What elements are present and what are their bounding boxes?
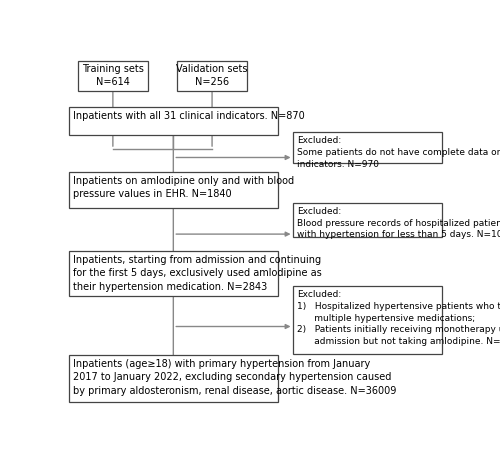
Text: Excluded:
Some patients do not have complete data on 31
indicators. N=970: Excluded: Some patients do not have comp… xyxy=(298,136,500,168)
Text: Inpatients with all 31 clinical indicators. N=870: Inpatients with all 31 clinical indicato… xyxy=(72,111,304,121)
FancyBboxPatch shape xyxy=(68,355,278,402)
FancyBboxPatch shape xyxy=(68,172,278,207)
Text: Excluded:
Blood pressure records of hospitalized patients
with hypertension for : Excluded: Blood pressure records of hosp… xyxy=(298,207,500,240)
FancyBboxPatch shape xyxy=(68,107,278,135)
FancyBboxPatch shape xyxy=(294,132,442,163)
Text: Inpatients on amlodipine only and with blood
pressure values in EHR. N=1840: Inpatients on amlodipine only and with b… xyxy=(72,176,294,199)
Text: Training sets
N=614: Training sets N=614 xyxy=(82,64,144,88)
Text: Inpatients (age≥18) with primary hypertension from January
2017 to January 2022,: Inpatients (age≥18) with primary hyperte… xyxy=(72,359,396,396)
FancyBboxPatch shape xyxy=(294,203,442,237)
FancyBboxPatch shape xyxy=(68,252,278,296)
FancyBboxPatch shape xyxy=(177,61,247,90)
FancyBboxPatch shape xyxy=(294,286,442,354)
Text: Inpatients, starting from admission and continuing
for the first 5 days, exclusi: Inpatients, starting from admission and … xyxy=(72,255,322,291)
Text: Validation sets
N=256: Validation sets N=256 xyxy=(176,64,248,88)
Text: Excluded:
1)   Hospitalized hypertensive patients who take
      multiple hypert: Excluded: 1) Hospitalized hypertensive p… xyxy=(298,290,500,346)
FancyBboxPatch shape xyxy=(78,61,148,90)
